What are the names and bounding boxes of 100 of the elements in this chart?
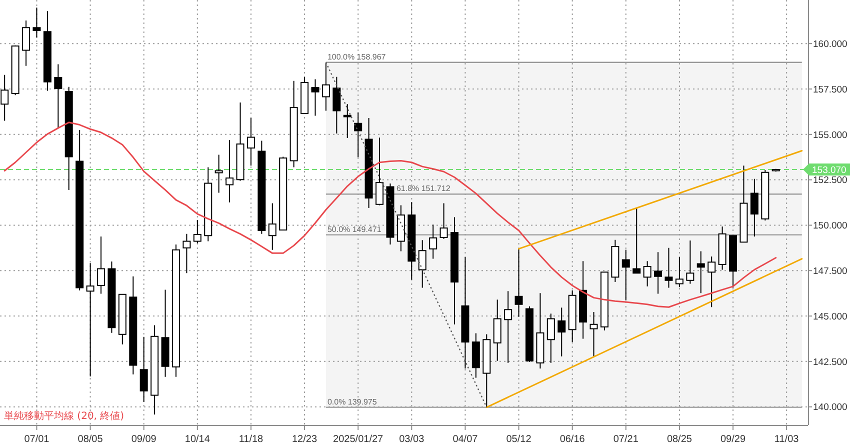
x-tick-label: 08/25: [666, 434, 692, 445]
candlestick: [654, 252, 662, 294]
candlestick: [622, 249, 630, 301]
candlestick: [708, 256, 716, 308]
y-tick-label: 155.000: [813, 130, 848, 141]
x-tick-label: 09/29: [720, 434, 746, 445]
candlestick: [43, 10, 52, 92]
x-tick-label: 10/14: [184, 434, 210, 445]
candlestick: [568, 290, 576, 342]
candlestick: [343, 104, 352, 139]
candlestick: [525, 306, 534, 362]
candlestick: [611, 239, 620, 283]
candlestick: [675, 256, 684, 288]
candlestick: [226, 140, 234, 203]
candlestick: [279, 156, 288, 231]
y-tick-label: 145.000: [813, 311, 848, 322]
candlestick: [643, 260, 652, 287]
x-tick-label: 2025/01/27: [333, 434, 384, 445]
ref-line-label: 61.8% 151.712: [396, 184, 451, 194]
candlestick: [546, 313, 555, 364]
candlestick: [440, 202, 448, 240]
candlestick: [386, 182, 394, 245]
candlestick: [86, 262, 94, 377]
candlestick: [22, 20, 30, 66]
x-tick-label: 11/18: [238, 434, 264, 445]
candlestick: [140, 336, 148, 402]
candlestick: [76, 130, 84, 291]
x-tick-label: 12/23: [292, 434, 318, 445]
candlestick: [376, 137, 384, 206]
x-tick-label: 04/07: [452, 434, 478, 445]
candlestick: [236, 102, 244, 182]
ref-line-label: 100.0% 158.967: [327, 52, 386, 62]
candlestick: [590, 312, 598, 357]
candlestick: [108, 261, 116, 334]
candlestick: [129, 276, 138, 375]
candlestick: [172, 244, 180, 378]
candlestick: [408, 202, 416, 280]
candlestick: [472, 332, 480, 378]
candlestick: [354, 112, 362, 158]
text: 単純移動平均線 (20, 終値): [4, 410, 124, 422]
candlestick: [772, 168, 780, 172]
candlestick: [579, 260, 588, 340]
x-tick-label: 09/09: [131, 434, 157, 445]
candlestick: [364, 118, 373, 208]
candlestick: [258, 140, 266, 234]
candlestick: [504, 290, 512, 364]
x-tick-label: 06/16: [560, 434, 586, 445]
candlestick: [11, 44, 20, 96]
x-tick-label: 05/12: [506, 434, 532, 445]
candlestick: [182, 233, 191, 274]
candlestick: [268, 202, 276, 250]
candlestick: [718, 226, 726, 270]
ref-line-label: 50.0% 149.471: [327, 224, 382, 234]
candlestick: [0, 74, 9, 122]
candlestick: [686, 240, 694, 284]
x-tick-label: 07/21: [613, 434, 639, 445]
candlestick: [429, 224, 438, 260]
candlestick: [311, 78, 320, 116]
y-tick-label: 160.000: [813, 38, 848, 50]
line-series: [4, 122, 777, 308]
candlestick: [450, 216, 458, 325]
candlestick: [536, 292, 544, 370]
candlestick: [64, 86, 73, 190]
candlestick: [54, 64, 62, 128]
candlestick: [600, 272, 608, 331]
candlestick: [118, 294, 126, 345]
candlestick: [300, 76, 309, 115]
candlestick: [664, 247, 673, 288]
x-tick-label: 11/03: [774, 434, 800, 445]
candlestick: [150, 324, 159, 415]
candlestick: [204, 166, 212, 242]
x-tick-label: 03/03: [399, 434, 425, 445]
candlestick: [696, 250, 705, 294]
candlestick: [214, 154, 223, 194]
candlestick: [461, 256, 470, 370]
candlestick: [97, 236, 105, 294]
candlestick: [740, 165, 748, 243]
ref-line-label: 153.070: [812, 164, 846, 176]
y-tick-label: 147.500: [813, 266, 848, 278]
candlestick: [558, 307, 566, 357]
candlestick: [290, 80, 298, 168]
candlestick: [493, 299, 502, 362]
candlestick: [32, 7, 41, 38]
candlestick: [246, 118, 255, 166]
candlestick: [514, 248, 523, 318]
candlestick: [761, 170, 770, 221]
candlestick: [193, 219, 202, 244]
y-tick-label: 140.000: [813, 402, 848, 414]
candlestick: [729, 235, 738, 288]
y-tick-label: 150.000: [813, 220, 848, 232]
y-tick-label: 152.500: [813, 175, 848, 186]
y-tick-label: 157.500: [813, 84, 848, 96]
ref-line-label: 0.0% 139.975: [327, 397, 378, 406]
candlestick: [161, 289, 170, 378]
candlestick: [418, 240, 426, 288]
candlestick: [396, 204, 405, 252]
x-tick-label: 08/05: [78, 434, 104, 445]
y-tick-label: 142.500: [813, 356, 848, 368]
x-tick-label: 07/01: [24, 434, 50, 445]
candlestick: [750, 178, 758, 237]
